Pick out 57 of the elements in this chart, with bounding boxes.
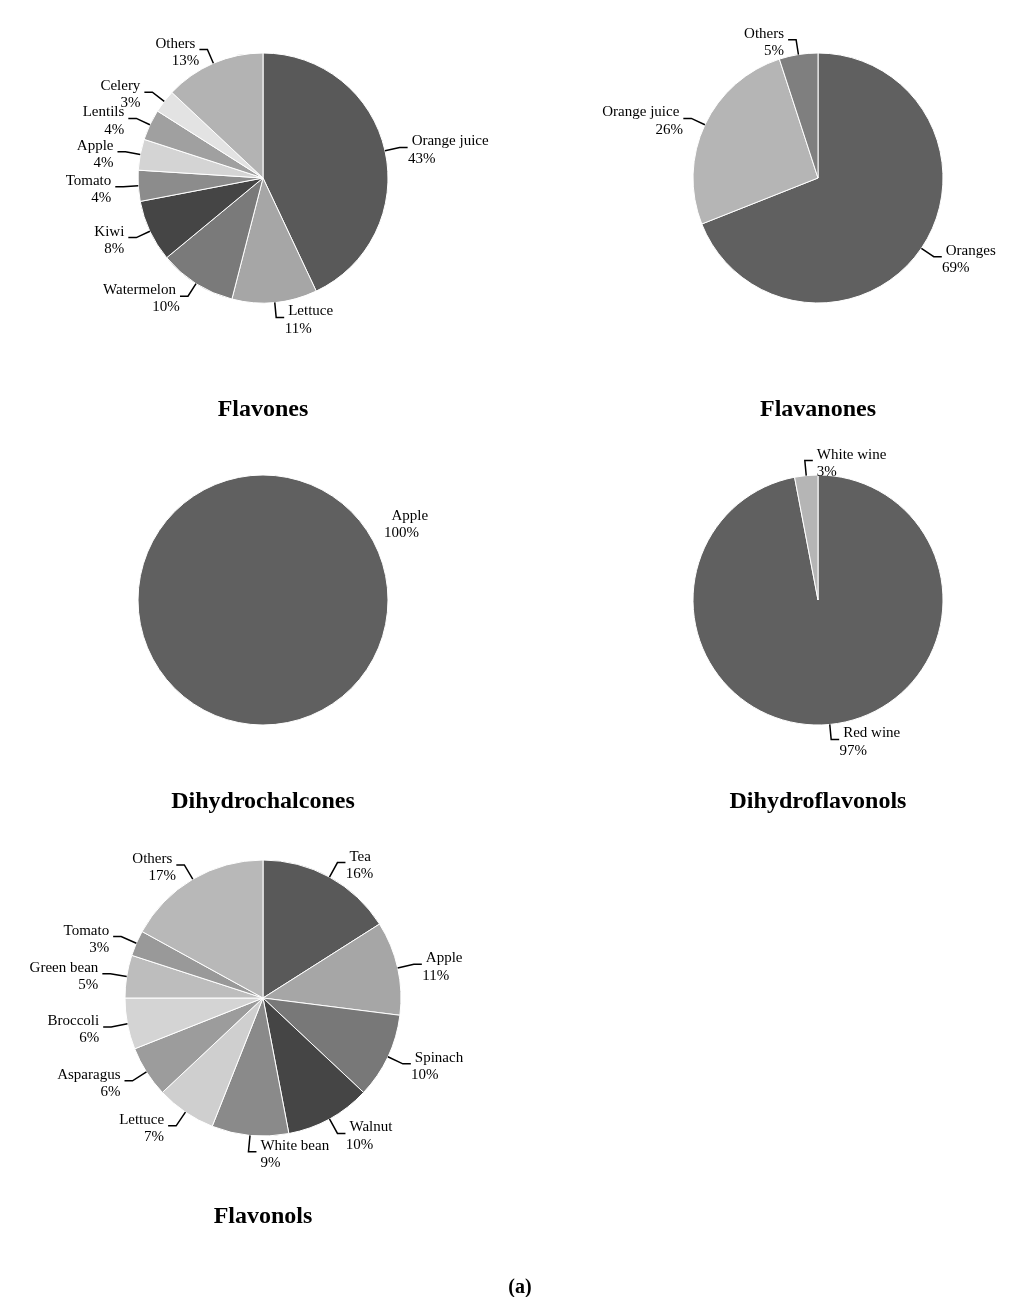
- slice-label: Others: [155, 34, 196, 51]
- data-label: 100%: [383, 524, 419, 541]
- data-label: 97%: [839, 741, 867, 758]
- slice-label: Apple: [76, 136, 114, 153]
- data-label: 11%: [422, 966, 450, 983]
- data-label: 4%: [91, 189, 112, 206]
- data-label: 10%: [411, 1066, 439, 1083]
- slice-label: Watermelon: [103, 281, 177, 298]
- slice-label: Others: [744, 24, 785, 41]
- slice-label: Lettuce: [119, 1110, 165, 1127]
- slice-label: Orange juice: [411, 132, 490, 149]
- data-label: 17%: [148, 867, 177, 884]
- data-label: 13%: [171, 51, 200, 68]
- data-label: 26%: [655, 120, 684, 137]
- data-label: 4%: [104, 120, 125, 137]
- slice-label: Others: [132, 849, 173, 866]
- slice-label: Tea: [349, 847, 372, 864]
- data-label: 7%: [144, 1128, 165, 1145]
- data-label: 69%: [942, 258, 970, 275]
- slice-label: Apple: [425, 949, 463, 966]
- data-label: 5%: [764, 41, 785, 58]
- text: Dihydrochalcones: [171, 787, 355, 813]
- data-label: 4%: [93, 154, 114, 171]
- slice-label: Tomato: [65, 171, 112, 188]
- data-label: 5%: [78, 976, 99, 993]
- data-label: 10%: [152, 298, 180, 315]
- slice-label: Tomato: [63, 921, 110, 938]
- slice-label: Lettuce: [288, 302, 334, 319]
- data-label: 6%: [79, 1029, 100, 1046]
- slice-label: Green bean: [29, 958, 99, 975]
- slice-label: Oranges: [945, 241, 996, 258]
- slice-label: Spinach: [414, 1048, 464, 1065]
- data-label: 6%: [100, 1083, 121, 1100]
- data-label: 10%: [345, 1135, 374, 1152]
- slice-label: Asparagus: [57, 1065, 121, 1082]
- data-label: 9%: [260, 1154, 281, 1171]
- slice-label: Celery: [100, 77, 141, 94]
- slice-label: Orange juice: [602, 103, 680, 120]
- text: (a): [508, 1275, 532, 1297]
- slice-label: Broccoli: [47, 1011, 100, 1028]
- slice-label: White wine: [816, 445, 887, 462]
- slice-label: White bean: [260, 1136, 330, 1153]
- slice-label: Walnut: [349, 1118, 394, 1135]
- data-label: 3%: [89, 938, 110, 955]
- data-label: 3%: [816, 462, 837, 479]
- data-label: 43%: [407, 149, 436, 166]
- text: Flavanones: [759, 395, 877, 421]
- pie-slice: [692, 474, 944, 726]
- slice-label: Kiwi: [94, 222, 125, 239]
- slice-label: Apple: [391, 507, 429, 524]
- data-label: 11%: [284, 319, 312, 336]
- text: Flavonols: [213, 1202, 313, 1228]
- text: Flavones: [217, 395, 309, 421]
- text: Dihydroflavonols: [729, 787, 907, 813]
- slice-label: Red wine: [843, 724, 901, 741]
- data-label: 8%: [104, 239, 125, 256]
- data-label: 16%: [345, 864, 374, 881]
